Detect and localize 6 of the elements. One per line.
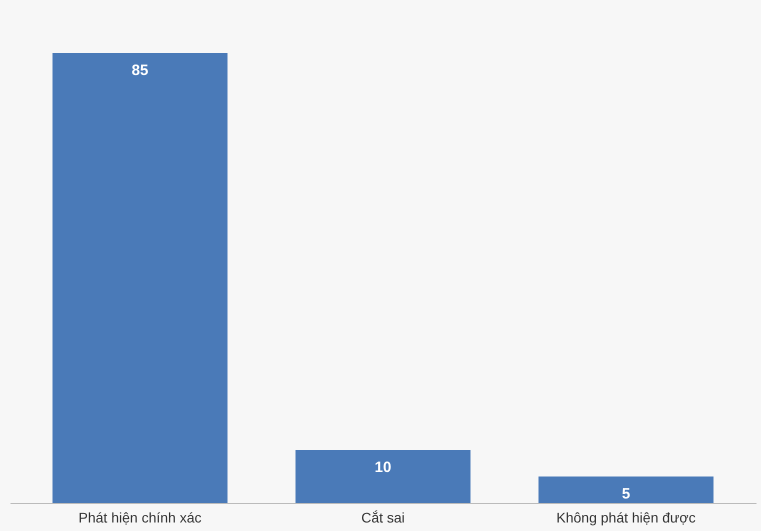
- x-tick-label: Cắt sai: [361, 510, 405, 526]
- x-tick-label: Phát hiện chính xác: [78, 510, 202, 526]
- data-label: 85: [132, 62, 148, 79]
- data-label: 10: [374, 459, 392, 476]
- data-label: 5: [622, 486, 630, 503]
- x-tick-label: Không phát hiện được: [556, 510, 696, 526]
